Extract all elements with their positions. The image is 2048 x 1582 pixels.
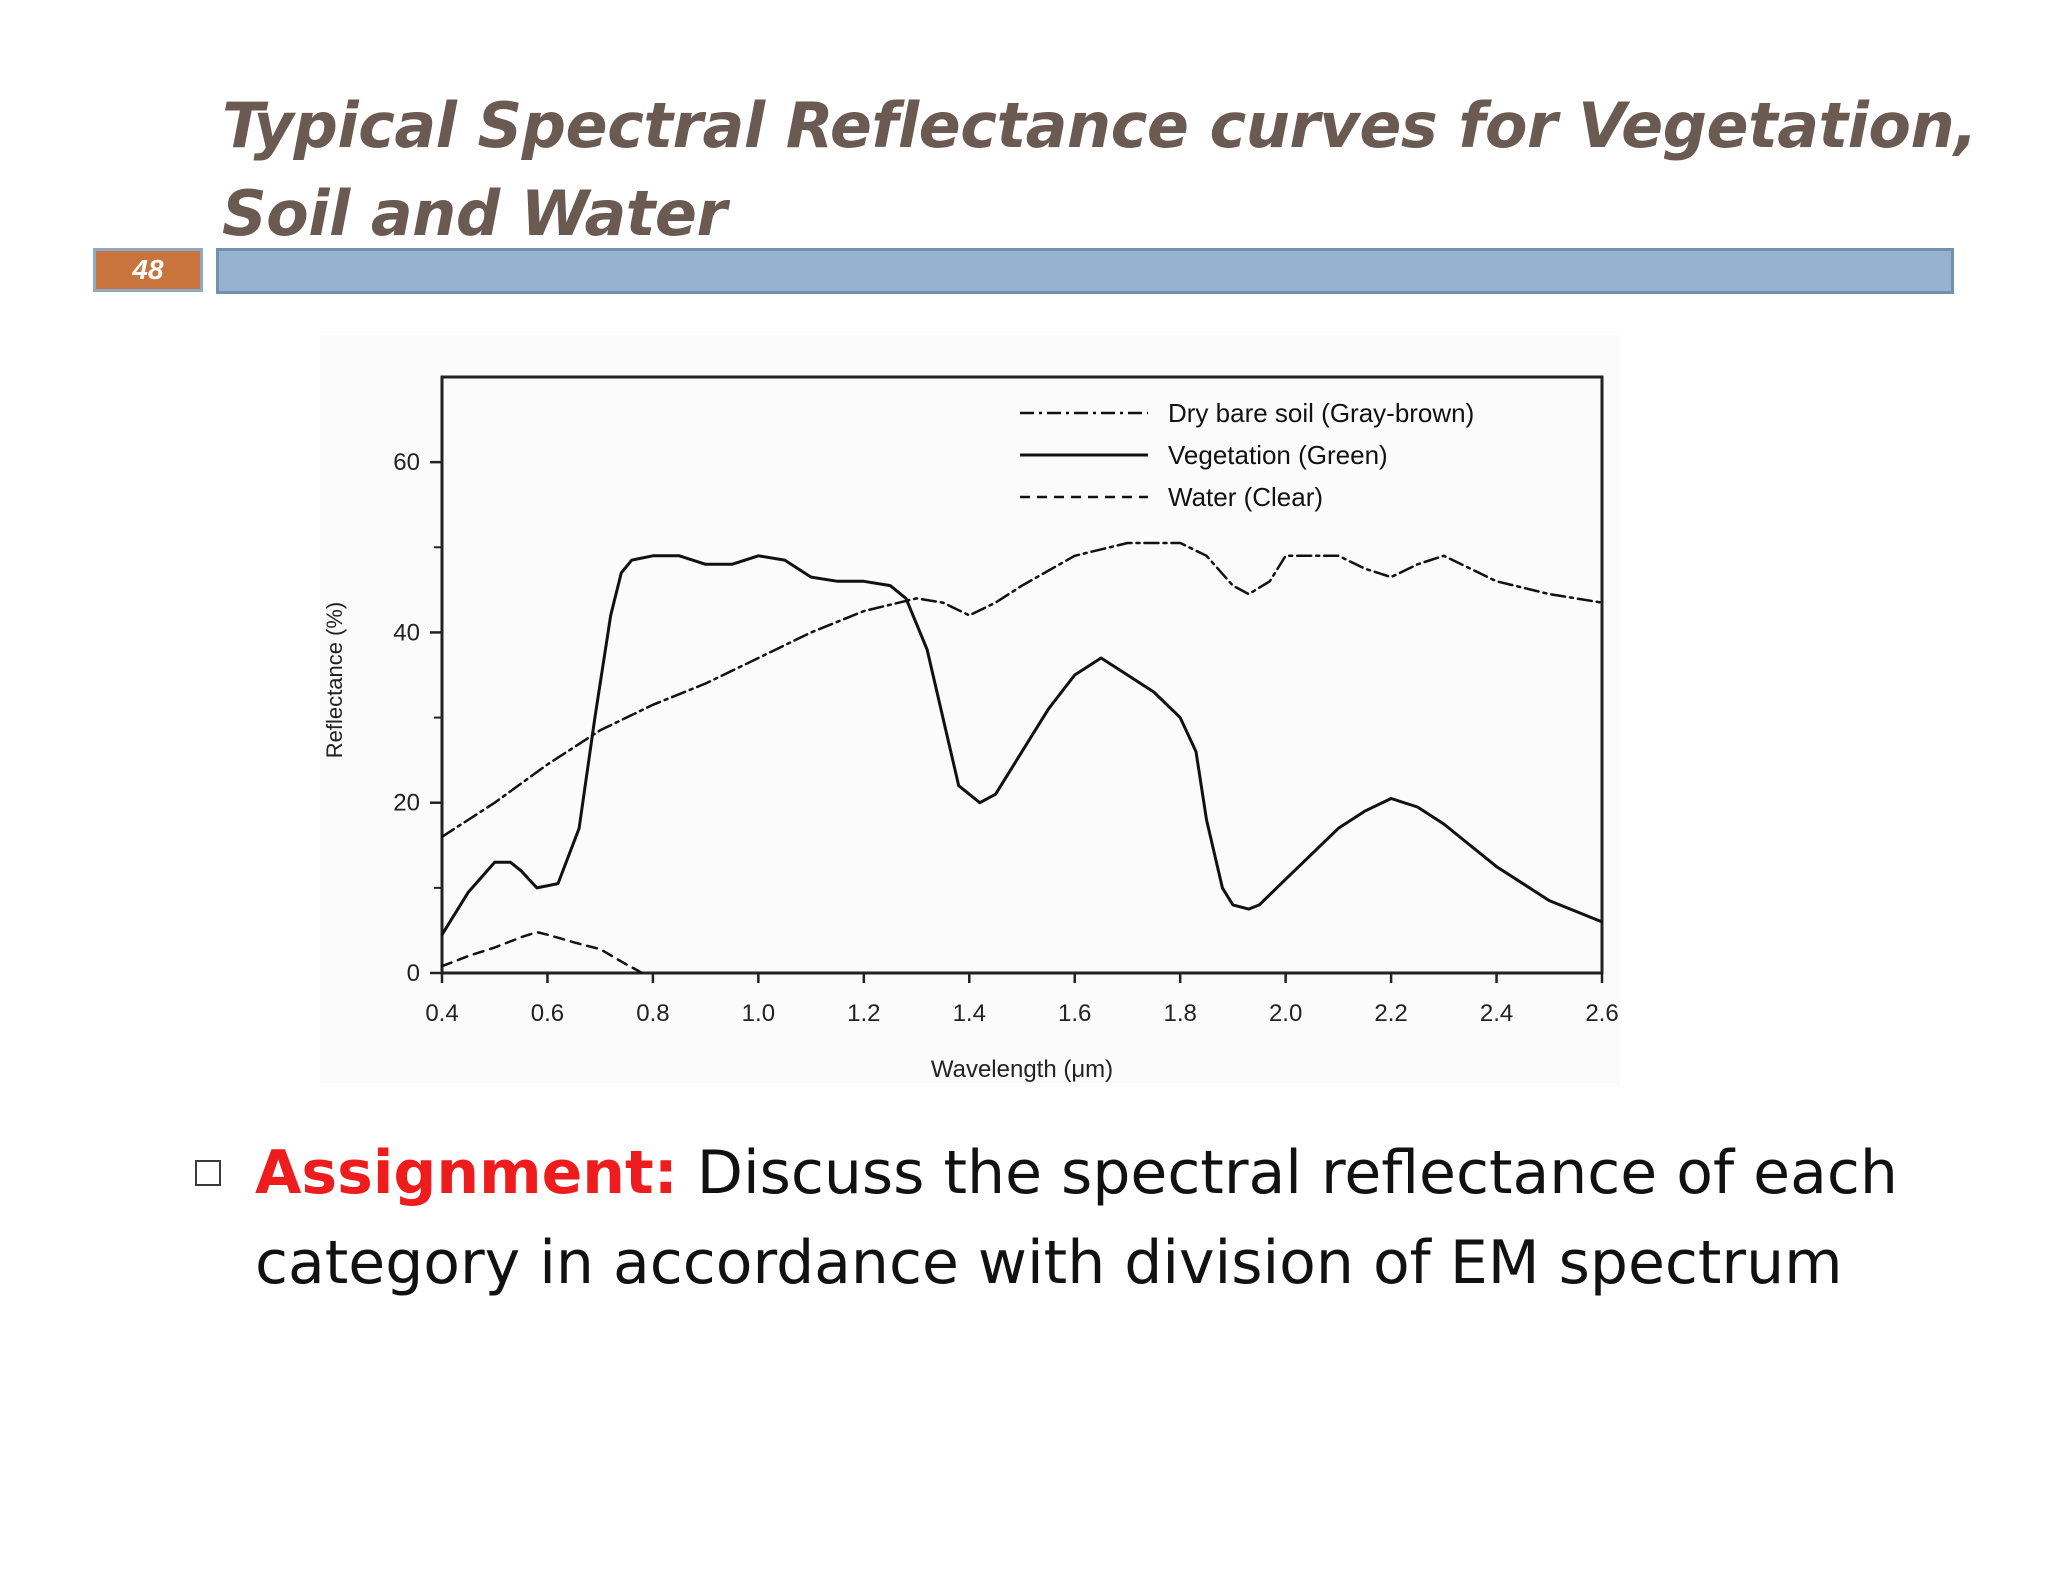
series-line-1 [440,554,1604,937]
assignment-paragraph: Assignment: Discuss the spectral reflect… [255,1128,1935,1308]
x-axis: 0.4 0.6 0.8 1.0 1.2 1.4 1.6 1.8 2.0 2.2 2.4 2.6 [425,973,1619,1027]
chart-svg: 0 20 40 60 0.4 0.6 0.8 1.0 1.2 1.4 1.6 1.8 2.0 2.2 2.… [322,375,1619,1083]
slide-number: 48 [93,248,203,292]
y-tick-label-0: 0 [407,960,420,987]
bullet-square-icon [195,1160,221,1186]
x-tick-label-7: 1.8 [1163,1000,1196,1027]
x-tick-label-5: 1.4 [953,1000,986,1027]
plot-frame [440,375,1604,975]
title-accent-bar [216,248,1954,294]
x-tick-label-11: 2.6 [1585,1000,1618,1027]
y-tick-label-2: 40 [393,619,420,646]
assignment-text: Discuss the spectral reflectance of each… [255,1138,1898,1298]
assignment-label: Assignment: [255,1138,678,1208]
x-tick-label-1: 0.6 [531,1000,564,1027]
x-tick-label-6: 1.6 [1058,1000,1091,1027]
legend-label-2: Water (Clear) [1168,482,1323,512]
y-tick-label-1: 20 [393,790,420,817]
y-axis: 0 20 40 60 [393,449,442,987]
legend-label-1: Vegetation (Green) [1168,440,1388,470]
y-axis-label: Reflectance (%) [322,602,347,759]
reflectance-chart: 0 20 40 60 0.4 0.6 0.8 1.0 1.2 1.4 1.6 1.8 2.0 2.2 2.… [320,335,1620,1087]
slide-title: Typical Spectral Reflectance curves for … [222,89,1978,250]
legend: Dry bare soil (Gray-brown) Vegetation (Gr… [1020,398,1474,512]
x-tick-label-8: 2.0 [1269,1000,1302,1027]
series-group [440,541,1604,975]
x-tick-label-9: 2.2 [1374,1000,1407,1027]
series-line-2 [440,930,644,975]
x-tick-label-0: 0.4 [425,1000,458,1027]
y-tick-label-3: 60 [393,449,420,476]
x-tick-label-10: 2.4 [1480,1000,1513,1027]
x-axis-label: Wavelength (μm) [931,1056,1113,1083]
x-tick-label-3: 1.0 [742,1000,775,1027]
legend-label-0: Dry bare soil (Gray-brown) [1168,398,1474,428]
series-line-0 [440,541,1604,839]
x-tick-label-2: 0.8 [636,1000,669,1027]
x-tick-label-4: 1.2 [847,1000,880,1027]
